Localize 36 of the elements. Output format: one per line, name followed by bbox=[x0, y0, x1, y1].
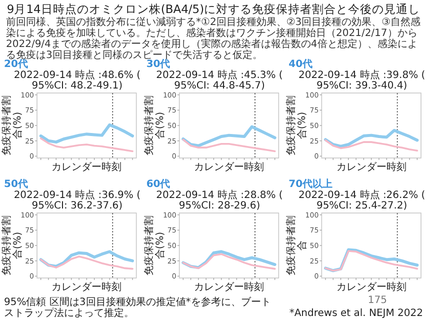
line-series bbox=[182, 138, 276, 152]
line-series bbox=[324, 139, 418, 152]
x-axis-title: カレンダー時刻 bbox=[336, 161, 406, 173]
chart-title: 40代 bbox=[288, 58, 313, 70]
x-axis-title: カレンダー時刻 bbox=[336, 281, 406, 293]
chart-subtitle: 2022-09-14 時点 :28.8% (95%CI: 28-29.6) bbox=[156, 189, 283, 212]
text: 175 bbox=[368, 295, 387, 306]
line-series bbox=[39, 123, 134, 144]
x-axis-title: カレンダー時刻 bbox=[194, 281, 264, 293]
y-axis-title: 免疫保持者割合(%) bbox=[285, 96, 308, 156]
chart-title: 70代以上 bbox=[288, 178, 333, 190]
y-axis-title: 免疫保持者割合 bbox=[285, 216, 308, 276]
line-series bbox=[40, 137, 134, 152]
text: *Andrews et al. NEJM 2022 bbox=[289, 308, 423, 319]
line-series bbox=[40, 256, 134, 270]
line-series bbox=[182, 253, 276, 270]
text: 95%信頼 区間は3回目接種効果の推定値*を参考に、ブートストラップ法によって推定。 bbox=[4, 296, 271, 319]
chart-subtitle: 2022-09-14 時点 :48.6% (95%CI: 48.2-49.1) bbox=[14, 69, 141, 92]
chart-subtitle: 2022-09-14 時点 :26.2% (95%CI: 25.4-27.2) bbox=[298, 189, 426, 212]
x-axis-title: カレンダー時刻 bbox=[194, 161, 264, 173]
y-axis-title: 免疫保持者割合(%) bbox=[0, 216, 24, 276]
y-axis-title: 免疫保持者割合(%) bbox=[0, 96, 24, 156]
chart-subtitle: 2022-09-14 時点 :36.9% (95%CI: 36.2-37.6) bbox=[14, 189, 141, 212]
line-series bbox=[182, 125, 276, 148]
y-axis-title: 免疫保持者割合(%) bbox=[142, 216, 166, 276]
chart-title: 30代 bbox=[146, 58, 170, 70]
chart-title: 20代 bbox=[4, 58, 28, 70]
chart-title: 60代 bbox=[146, 178, 170, 190]
text: 9月14日時点のオミクロン株(BA4/5)に対する免疫保持者割合と今後の見通し bbox=[6, 2, 420, 16]
x-axis-title: カレンダー時刻 bbox=[52, 161, 122, 173]
line-series bbox=[324, 128, 419, 148]
chart-subtitle: 2022-09-14 時点 :39.8% (95%CI: 39.3-40.4) bbox=[298, 69, 426, 92]
chart-subtitle: 2022-09-14 時点 :45.3% (95%CI: 44.8-45.7) bbox=[156, 69, 283, 92]
chart-title: 50代 bbox=[4, 178, 28, 190]
x-axis-title: カレンダー時刻 bbox=[52, 281, 122, 293]
y-axis-title: 免疫保持者割合(%) bbox=[142, 96, 166, 156]
